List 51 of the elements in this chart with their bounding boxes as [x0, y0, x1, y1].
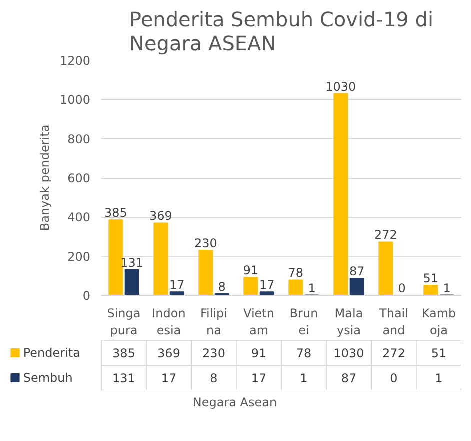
x-tick-label: Singa pura: [107, 306, 141, 338]
data-label: 1030: [334, 346, 364, 360]
x-tick-label: Brun ei: [290, 306, 318, 338]
chart-title: Penderita Sembuh Covid-19 di Negara ASEAN: [129, 8, 434, 56]
x-tick-label: Thail and: [378, 306, 408, 338]
text: 17: [259, 278, 275, 292]
y-tick-label: 0: [82, 289, 91, 303]
text: 369: [149, 209, 172, 224]
x-tick-label: Kamb oja: [422, 306, 456, 338]
data-label: 0: [390, 372, 398, 386]
data-label: 385: [112, 346, 136, 360]
y-axis-title: Banyak penderita: [38, 124, 52, 232]
data-label: 230: [202, 346, 226, 360]
data-label: 17: [161, 372, 177, 386]
text: 230: [194, 236, 218, 250]
data-label: 1: [435, 372, 443, 386]
y-tick-label: 1200: [60, 54, 91, 68]
text: 385: [104, 206, 128, 220]
x-tick-label: Vietn am: [244, 306, 274, 338]
data-label: 8: [210, 372, 218, 386]
data-label: 1: [300, 372, 308, 386]
text: 1: [443, 281, 451, 296]
legend-label: Penderita: [23, 346, 80, 360]
y-tick-label: 400: [68, 210, 90, 225]
x-tick-label: Filipi na: [200, 306, 228, 338]
legend-label: Sembuh: [23, 371, 73, 385]
text: 1: [308, 281, 316, 296]
x-tick-label: Mala ysia: [334, 306, 364, 338]
x-axis-title: Negara Asean: [192, 396, 278, 410]
text: 51: [423, 272, 439, 286]
text: 0: [398, 282, 406, 296]
text: 87: [349, 264, 365, 278]
y-tick-label: 800: [68, 132, 90, 146]
y-tick-label: 200: [68, 250, 90, 264]
y-tick-label: 600: [68, 172, 90, 186]
y-tick-label: 1000: [60, 93, 91, 108]
data-label: 78: [296, 346, 312, 360]
data-label: 272: [382, 346, 406, 360]
text: 1030: [326, 80, 356, 94]
text: 78: [288, 266, 304, 280]
data-label: 131: [112, 372, 136, 386]
text: 91: [243, 264, 259, 278]
text: 272: [374, 228, 398, 242]
data-label: 51: [431, 346, 447, 360]
text: 8: [218, 280, 226, 294]
data-label: 87: [341, 372, 357, 386]
data-label: 369: [158, 346, 180, 360]
data-label: 91: [251, 346, 267, 360]
x-tick-label: Indon esia: [152, 306, 186, 338]
text: 17: [169, 278, 185, 292]
data-label: 17: [251, 372, 267, 386]
